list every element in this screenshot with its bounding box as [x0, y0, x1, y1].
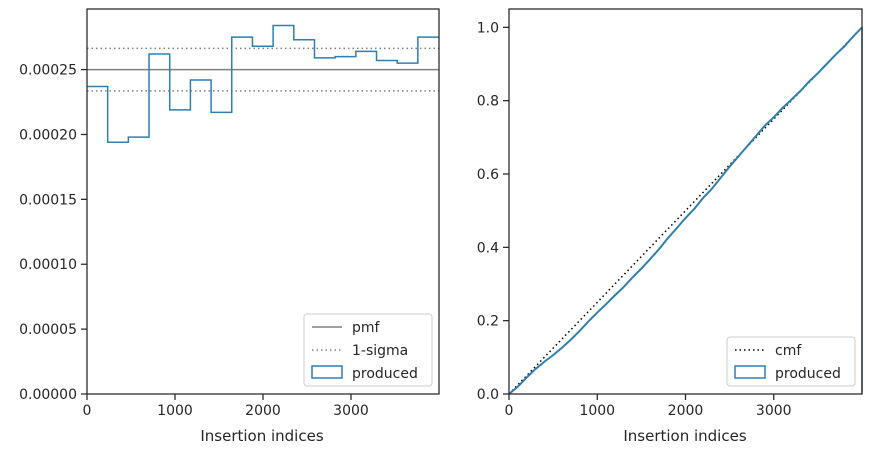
right-y-tick-label: 0.6	[477, 167, 499, 183]
right-legend-produced-label: produced	[775, 366, 841, 382]
left-axes-frame	[86, 8, 440, 395]
left-legend-produced-label: produced	[352, 366, 418, 382]
produced-histogram	[87, 24, 439, 144]
right-legend-cmf-label: cmf	[775, 343, 802, 359]
right-y-tick-label: 0.8	[477, 94, 499, 110]
left-y-tick-label: 0.00005	[19, 322, 77, 338]
left-legend-box	[303, 313, 433, 387]
left-x-tick-label: 2000	[245, 403, 281, 419]
left-x-tick-label: 3000	[333, 403, 369, 419]
right-y-tick-label: 0.2	[477, 314, 499, 330]
right-x-axis-label: Insertion indices	[623, 427, 746, 445]
right-panel: 0 1000 2000 3000 0.0 0.2 0.4 0.6 0.8 1.0 Insertio…	[477, 8, 863, 445]
right-x-tick-label: 2000	[668, 403, 704, 419]
right-y-tick-label: 0.4	[477, 240, 499, 256]
left-legend-pmf-label: pmf	[352, 320, 381, 336]
left-panel: 0 1000 2000 3000 0.00000 0.00005 0.00010 0.0001…	[19, 8, 440, 445]
left-legend-produced-swatch	[311, 365, 343, 379]
left-y-tick-label: 0.00000	[19, 387, 77, 403]
left-tick-group: 0 1000 2000 3000 0.00000 0.00005 0.00010 0.0001…	[19, 63, 369, 419]
left-x-tick-label: 1000	[157, 403, 193, 419]
left-x-axis-label: Insertion indices	[200, 427, 323, 445]
left-y-tick-label: 0.00020	[19, 127, 77, 143]
left-x-tick-label: 0	[83, 403, 92, 419]
right-x-tick-label: 1000	[579, 403, 615, 419]
right-x-tick-label: 0	[505, 403, 514, 419]
right-tick-group: 0 1000 2000 3000 0.0 0.2 0.4 0.6 0.8 1.0	[477, 20, 792, 419]
right-legend: cmf produced	[726, 336, 856, 387]
right-legend-produced-swatch	[734, 365, 766, 379]
left-y-tick-label: 0.00010	[19, 257, 77, 273]
right-y-tick-label: 1.0	[477, 20, 499, 36]
left-legend: pmf 1-sigma produced	[303, 313, 433, 387]
left-y-tick-label: 0.00025	[19, 63, 77, 79]
left-y-tick-label: 0.00015	[19, 192, 77, 208]
right-axes-frame	[508, 8, 863, 395]
left-legend-sigma-label: 1-sigma	[352, 343, 408, 359]
produced-cumulative-line	[508, 26, 863, 395]
right-x-tick-label: 3000	[756, 403, 792, 419]
right-y-tick-label: 0.0	[477, 387, 499, 403]
left-plot-marks	[87, 24, 439, 144]
